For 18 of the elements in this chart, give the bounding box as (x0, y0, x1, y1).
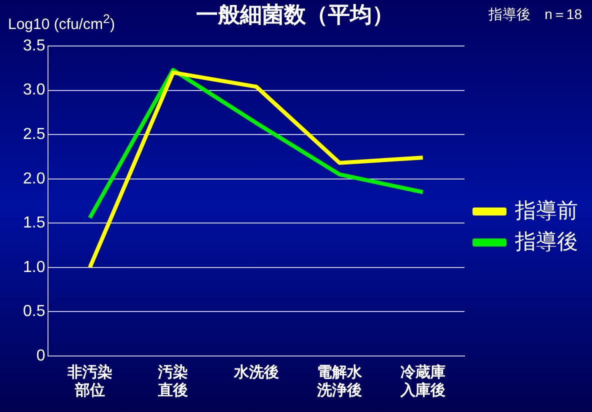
y-axis-title: Log10 (cfu/cm$^{2}$) (8, 12, 115, 33)
y-tick-label: 0.5 (22, 303, 46, 320)
legend-label: 指導前 (514, 199, 578, 222)
legend-label: 指導後 (514, 230, 578, 254)
text: 指導後 n＝18 (488, 6, 582, 24)
x-tick-label: 非汚染部位 (66, 363, 112, 400)
y-tick-label: 3.0 (22, 82, 46, 99)
y-tick-label: 2.5 (22, 126, 46, 143)
y-tick-label: 3.5 (22, 37, 46, 54)
y-tick-label: 0 (36, 347, 46, 364)
y-tick-label: 1.5 (22, 214, 46, 232)
chart-title: 一般細菌数（平均） (195, 1, 395, 29)
y-tick-label: 1.0 (22, 258, 46, 276)
x-tick-label: 電解水洗浄後 (316, 364, 364, 400)
x-tick-label: 水洗後 (232, 364, 279, 382)
x-tick-label: 汚染直後 (157, 363, 188, 400)
y-tick-label: 2.0 (22, 170, 46, 188)
x-tick-label: 冷蔵庫入庫後 (399, 363, 446, 400)
